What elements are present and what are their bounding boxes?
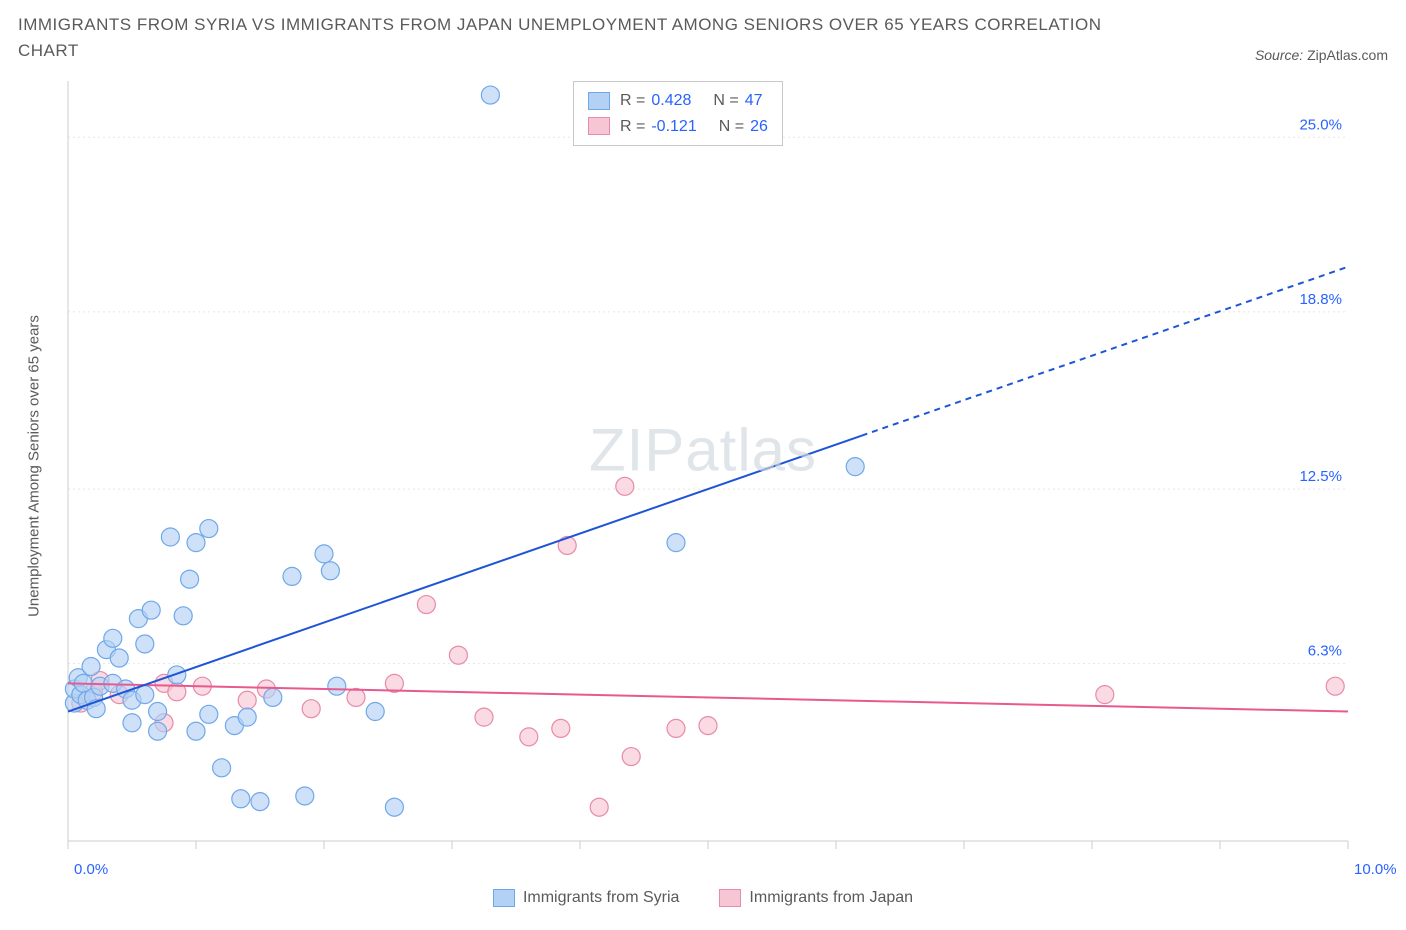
source-attribution: Source: ZipAtlas.com	[1255, 47, 1388, 63]
legend-swatch-syria	[493, 889, 515, 907]
stats-n-label: N =	[719, 114, 744, 140]
stats-r-value: -0.121	[651, 114, 696, 140]
stats-n-value: 26	[750, 114, 768, 140]
svg-text:25.0%: 25.0%	[1299, 116, 1342, 133]
series-legend: Immigrants from Syria Immigrants from Ja…	[18, 889, 1388, 907]
stats-legend-box: R =0.428N =47R =-0.121N =26	[573, 81, 783, 146]
svg-text:6.3%: 6.3%	[1308, 643, 1342, 660]
stats-r-label: R =	[620, 114, 645, 140]
svg-text:12.5%: 12.5%	[1299, 468, 1342, 485]
chart-container: Unemployment Among Seniors over 65 years…	[18, 71, 1388, 861]
stats-row: R =0.428 N = 47	[588, 88, 768, 114]
stats-n-value: 47	[745, 88, 763, 114]
stats-r-label: R =	[620, 88, 645, 114]
stats-row: R =-0.121 N =26	[588, 114, 768, 140]
svg-text:18.8%: 18.8%	[1299, 291, 1342, 308]
stats-swatch	[588, 92, 610, 110]
stats-swatch	[588, 117, 610, 135]
legend-item-syria: Immigrants from Syria	[493, 889, 679, 907]
y-axis-title: Unemployment Among Seniors over 65 years	[26, 315, 43, 617]
source-name: ZipAtlas.com	[1307, 47, 1388, 63]
chart-title: IMMIGRANTS FROM SYRIA VS IMMIGRANTS FROM…	[18, 12, 1138, 63]
stats-r-value: 0.428	[651, 88, 691, 114]
stats-n-label: N =	[713, 88, 738, 114]
scatter-plot: 6.3% 12.5% 18.8% 25.0%	[18, 71, 1358, 861]
source-prefix: Source:	[1255, 47, 1303, 63]
legend-label-syria: Immigrants from Syria	[523, 889, 679, 907]
legend-swatch-japan	[719, 889, 741, 907]
legend-item-japan: Immigrants from Japan	[719, 889, 913, 907]
legend-label-japan: Immigrants from Japan	[749, 889, 913, 907]
x-tick-label: 0.0%	[74, 861, 108, 878]
x-axis-labels: 0.0%10.0%	[18, 861, 1388, 883]
x-tick-label: 10.0%	[1354, 861, 1397, 878]
